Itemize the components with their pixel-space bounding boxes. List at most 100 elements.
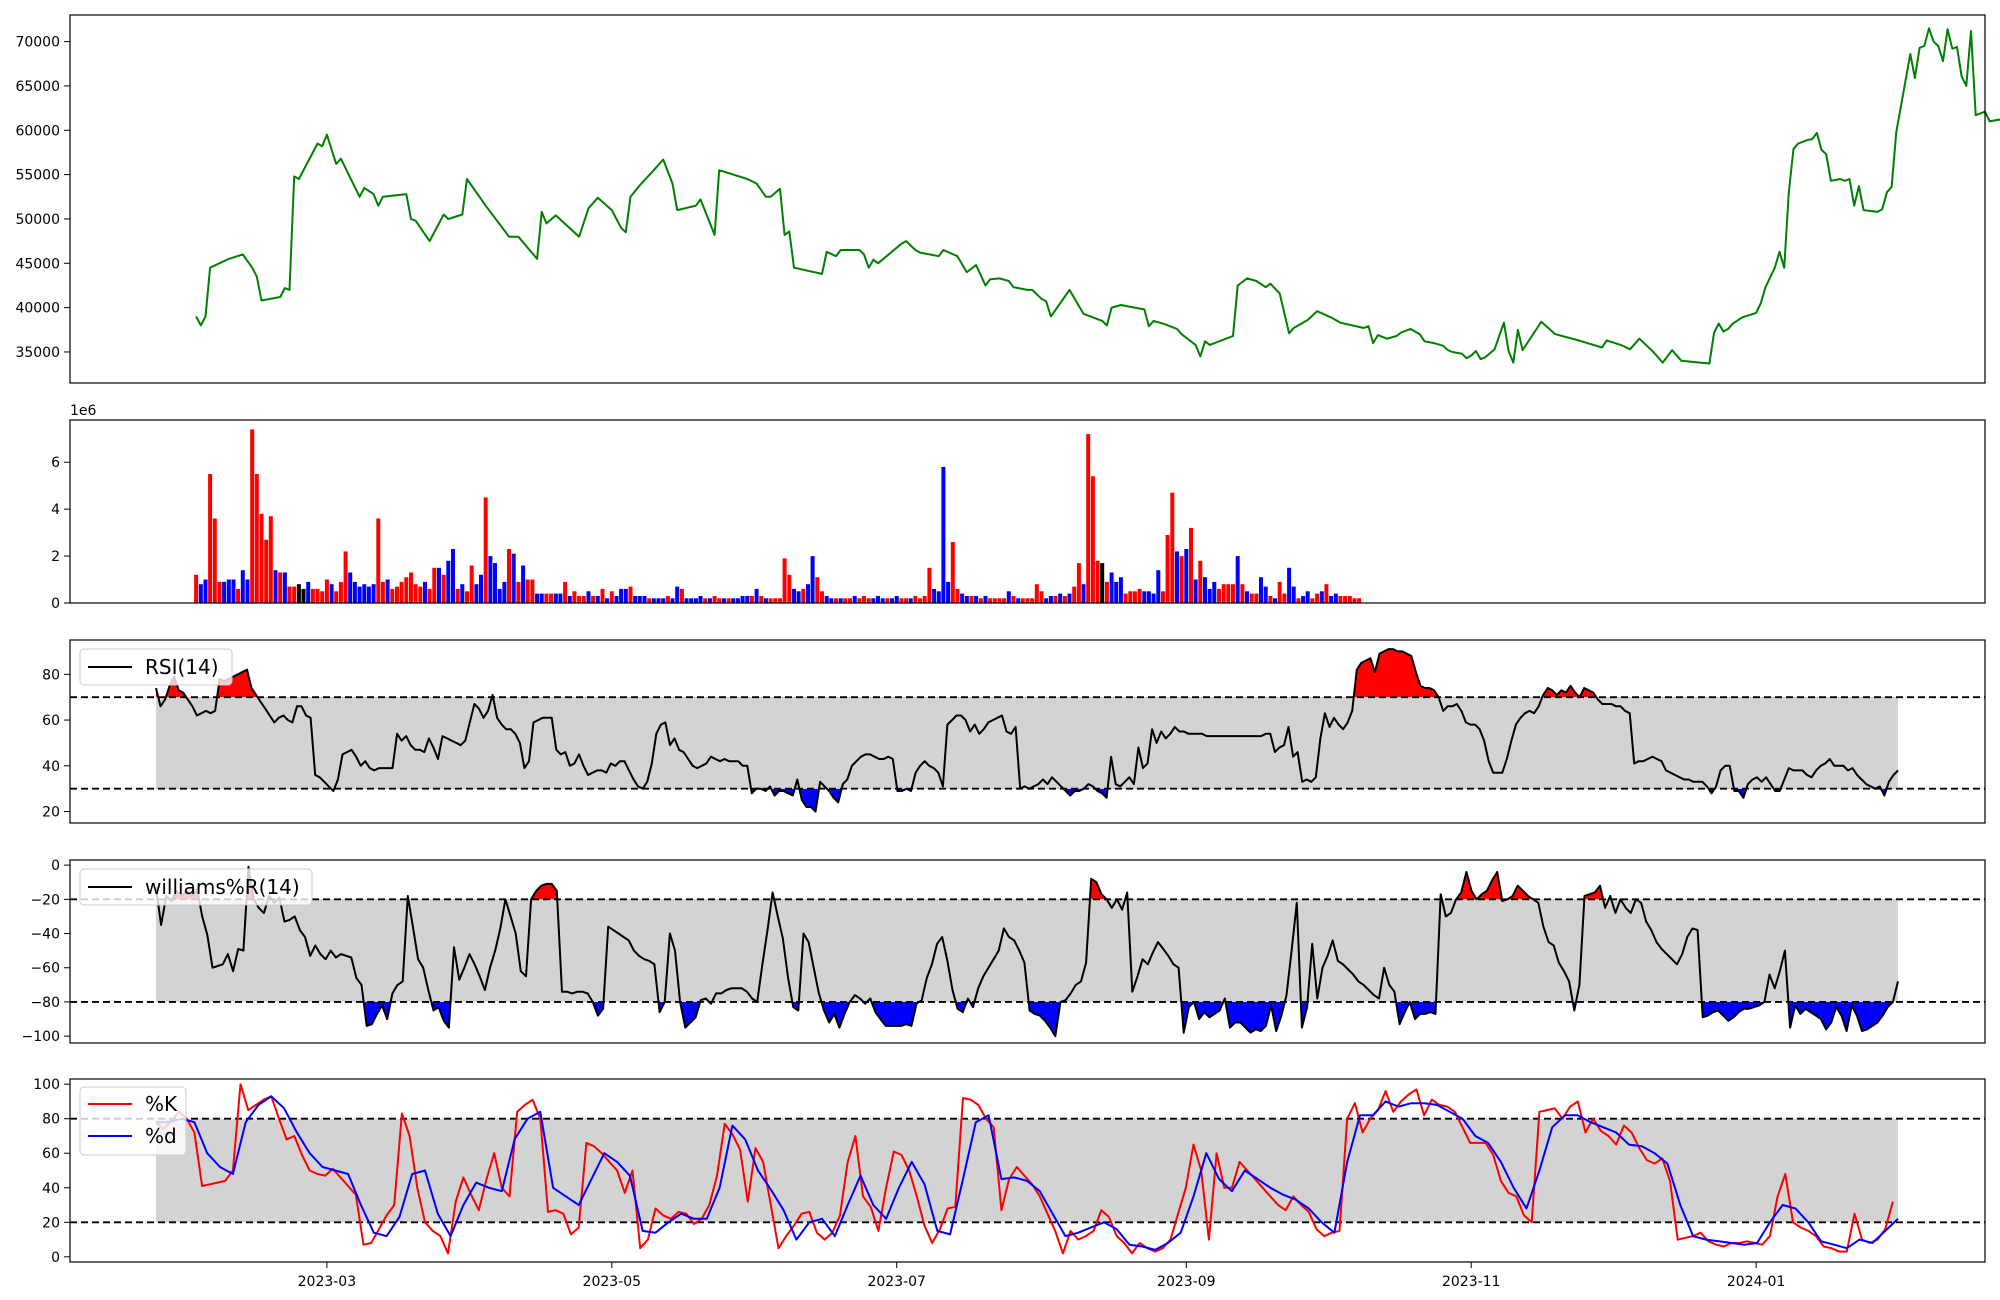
volume-bar: [1179, 556, 1184, 603]
volume-bar: [936, 591, 941, 603]
x-tick-label: 2023-09: [1157, 1274, 1216, 1290]
stochastic-legend: %K %d: [79, 1086, 187, 1156]
axes-frame: [69, 639, 1986, 824]
volume-bar: [782, 558, 787, 603]
volume-bar: [763, 598, 768, 603]
volume-bar: [960, 593, 965, 603]
volume-bar: [1170, 492, 1175, 603]
y-tick-label: −100: [22, 1029, 60, 1045]
volume-bar: [483, 497, 488, 603]
volume-bar: [315, 588, 320, 603]
volume-bar: [637, 596, 642, 603]
y-tick-label: 40: [42, 1181, 60, 1197]
williams-legend-label: williams%R(14): [145, 875, 300, 899]
volume-bar: [474, 584, 479, 603]
volume-bar: [1226, 584, 1231, 603]
volume-bar: [1221, 584, 1226, 603]
williams-panel: −100 −80 −60 −40 −20 0: [22, 858, 1986, 1045]
volume-bar: [978, 598, 983, 603]
volume-bar: [567, 596, 572, 603]
volume-bar: [843, 598, 848, 603]
volume-bar: [395, 586, 399, 603]
volume-bar: [740, 596, 745, 603]
volume-bar: [1296, 598, 1301, 603]
stochastic-panel: 0 20 40 60 80 100 2023-03 2023-05 2023-07 2023-09…: [33, 1077, 1986, 1290]
volume-bar: [1142, 591, 1147, 603]
volume-bar: [1128, 591, 1133, 603]
volume-bar: [1310, 598, 1315, 603]
volume-bar: [343, 551, 348, 603]
volume-bar: [217, 581, 222, 603]
volume-bar: [488, 556, 493, 603]
volume-bar: [254, 474, 259, 603]
volume-bar: [404, 577, 409, 603]
volume-bar: [679, 588, 684, 603]
x-tick-label: 2023-05: [583, 1274, 642, 1290]
volume-bar: [866, 598, 871, 603]
volume-bar: [665, 596, 670, 603]
volume-bar: [1053, 596, 1058, 603]
volume-bar: [792, 588, 796, 603]
volume-bar: [871, 598, 876, 603]
volume-bar: [656, 598, 661, 603]
volume-bar: [1072, 586, 1077, 603]
volume-bar: [507, 549, 511, 603]
volume-bar: [586, 591, 591, 603]
volume-bar: [539, 593, 544, 603]
volume-bar: [553, 593, 558, 603]
y-tick-label: 55000: [15, 168, 60, 184]
volume-bar: [563, 581, 568, 603]
volume-bar: [852, 596, 857, 603]
y-tick-label: 70000: [15, 35, 60, 51]
volume-bar: [1086, 434, 1091, 603]
x-tick-label: 2023-11: [1442, 1274, 1501, 1290]
volume-bar: [1076, 563, 1081, 603]
volume-bar: [437, 567, 441, 603]
williams-legend: williams%R(14): [79, 868, 313, 906]
volume-bar: [810, 556, 815, 603]
volume-bar: [796, 591, 801, 603]
volume-bar: [329, 584, 334, 603]
volume-bar: [1352, 598, 1357, 603]
volume-bar: [577, 596, 582, 603]
volume-bar: [820, 591, 824, 603]
rsi-legend: RSI(14): [79, 648, 233, 686]
volume-bar: [1207, 588, 1212, 603]
volume-bar: [535, 593, 540, 603]
volume-bar: [955, 588, 960, 603]
volume-bar: [1062, 596, 1067, 603]
y-tick-label: 0: [51, 596, 60, 612]
rsi-legend-label: RSI(14): [145, 655, 219, 679]
volume-bar: [693, 598, 698, 603]
volume-bar: [605, 598, 610, 603]
volume-bar: [362, 584, 367, 603]
volume-bar: [787, 574, 792, 603]
volume-bar: [348, 572, 353, 603]
volume-bar: [1058, 593, 1063, 603]
volume-bar: [712, 596, 717, 603]
volume-bar: [409, 572, 413, 603]
volume-bar: [198, 584, 203, 603]
volume-bar: [549, 593, 554, 603]
volume-bar: [600, 588, 605, 603]
volume-bar: [913, 596, 918, 603]
volume-bar: [287, 586, 292, 603]
volume-bar: [376, 518, 381, 603]
volume-bar: [1137, 588, 1142, 603]
y-tick-label: 50000: [15, 212, 60, 228]
williams-legend-box: [79, 868, 313, 906]
volume-bar: [371, 584, 376, 603]
rsi-line: [155, 648, 1899, 813]
volume-bar: [698, 596, 703, 603]
volume-bar: [1235, 556, 1240, 603]
volume-bar: [941, 466, 946, 603]
volume-bar: [609, 591, 614, 603]
volume-bar: [1245, 591, 1249, 603]
volume-bar: [268, 516, 273, 603]
volume-bar: [338, 581, 343, 603]
volume-bar: [773, 598, 778, 603]
volume-bar: [1333, 593, 1338, 603]
volume-bar: [1048, 596, 1053, 603]
volume-bar: [1114, 581, 1119, 603]
volume-bar: [754, 588, 759, 603]
